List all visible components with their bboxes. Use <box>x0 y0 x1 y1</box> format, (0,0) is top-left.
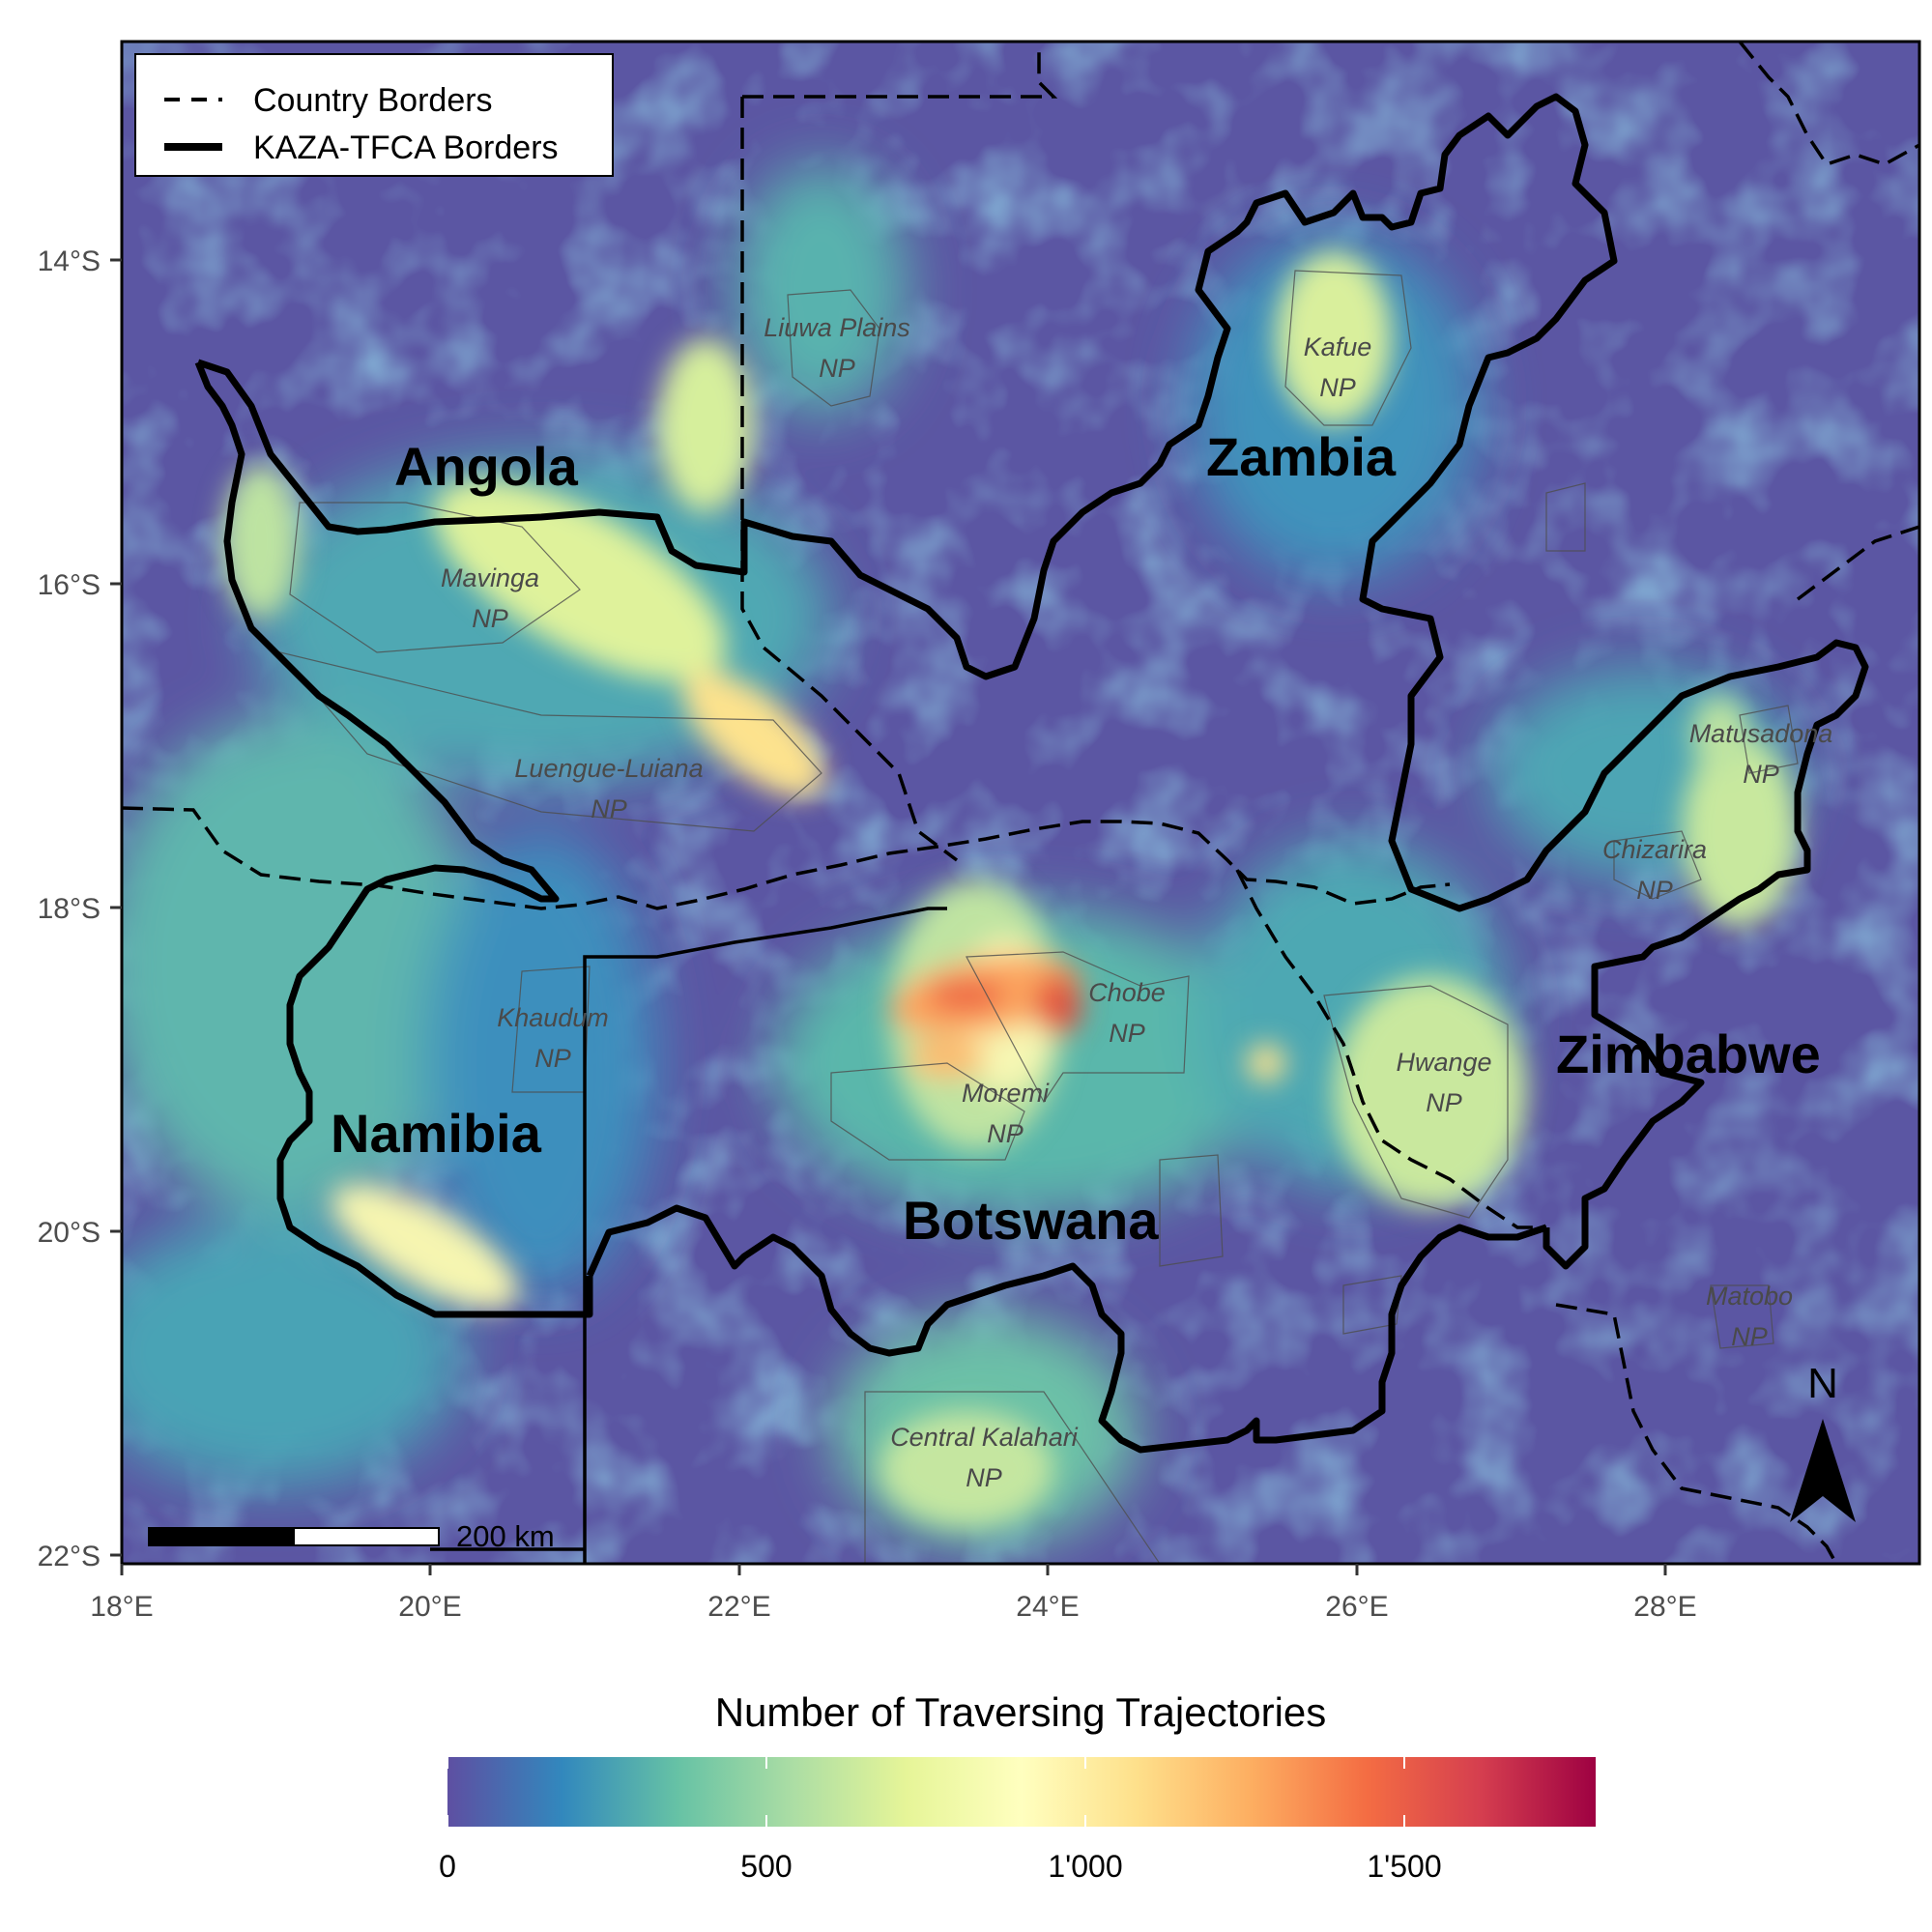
park-label-moremi-line2: NP <box>987 1119 1024 1148</box>
colorbar: Number of Traversing Trajectories 0 500 1'… <box>439 1689 1596 1884</box>
colorbar-tick-label: 1'000 <box>1048 1849 1122 1884</box>
colorbar-ticks: 0 500 1'000 1'500 <box>439 1757 1442 1884</box>
park-label-hwange-line2: NP <box>1426 1088 1462 1117</box>
north-arrow: N <box>1790 1360 1856 1522</box>
park-label-central-kalahari-line2: NP <box>966 1463 1002 1492</box>
y-tick-14s: 14°S <box>38 245 101 277</box>
park-label-liuwa-line2: NP <box>819 354 855 383</box>
colorbar-tick-label: 0 <box>439 1849 456 1884</box>
park-label-khaudum-line1: Khaudum <box>497 1003 609 1032</box>
x-tick-26e: 26°E <box>1325 1591 1388 1623</box>
scale-bar: 200 km <box>148 1519 555 1553</box>
country-borders <box>122 42 1919 1564</box>
park-label-mavinga-line1: Mavinga <box>441 563 539 592</box>
park-label-chizarira-line2: NP <box>1636 876 1673 905</box>
colorbar-bar <box>447 1757 1596 1827</box>
park-label-luengue-line1: Luengue-Luiana <box>514 754 703 783</box>
country-label-botswana: Botswana <box>903 1190 1159 1251</box>
park-label-chobe-line1: Chobe <box>1088 978 1166 1007</box>
country-label-angola: Angola <box>394 436 579 497</box>
y-tick-18s: 18°S <box>38 893 101 925</box>
park-label-chobe-line2: NP <box>1109 1019 1145 1048</box>
park-label-luengue-line2: NP <box>591 794 627 823</box>
park-label-chizarira-line1: Chizarira <box>1602 835 1707 864</box>
park-labels: Liuwa Plains NP Kafue NP Mavinga NP Luengue… <box>441 313 1832 1492</box>
park-label-matobo-line1: Matobo <box>1706 1282 1793 1311</box>
colorbar-tick-label: 500 <box>740 1849 792 1884</box>
y-tick-20s: 20°S <box>38 1217 101 1249</box>
x-tick-24e: 24°E <box>1016 1591 1079 1623</box>
heat-hotspots <box>222 251 1798 1527</box>
park-label-central-kalahari-line1: Central Kalahari <box>890 1423 1079 1452</box>
x-axis-labels: 18°E 20°E 22°E 24°E 26°E 28°E <box>90 1591 1696 1623</box>
scale-bar-black-segment <box>148 1527 295 1546</box>
legend-box <box>134 53 614 177</box>
y-axis-labels: 14°S 16°S 18°S 20°S 22°S <box>38 245 101 1572</box>
north-arrow-icon <box>1790 1419 1856 1522</box>
map-legend: Country Borders KAZA-TFCA Borders <box>134 53 614 177</box>
x-tick-22e: 22°E <box>707 1591 770 1623</box>
park-label-kafue-line1: Kafue <box>1304 332 1372 361</box>
kaza-tfca-border <box>194 93 1869 1454</box>
park-label-matusadona-line1: Matusadona <box>1689 719 1833 748</box>
country-label-namibia: Namibia <box>331 1103 542 1164</box>
x-tick-18e: 18°E <box>90 1591 153 1623</box>
country-label-zimbabwe: Zimbabwe <box>1556 1024 1821 1084</box>
axis-ticks <box>110 258 1667 1575</box>
north-arrow-label: N <box>1807 1360 1838 1407</box>
x-tick-28e: 28°E <box>1633 1591 1696 1623</box>
park-label-mavinga-line2: NP <box>472 604 508 633</box>
y-tick-22s: 22°S <box>38 1541 101 1572</box>
panel-frame <box>120 40 1921 1566</box>
park-label-kafue-line2: NP <box>1319 373 1356 402</box>
scale-bar-label: 200 km <box>456 1519 555 1553</box>
park-label-hwange-line1: Hwange <box>1396 1048 1491 1077</box>
namibia-botswana-border <box>430 907 947 1564</box>
x-tick-20e: 20°E <box>398 1591 461 1623</box>
y-tick-16s: 16°S <box>38 569 101 601</box>
heatmap-panel: Angola Zambia Namibia Botswana Zimbabwe … <box>122 42 1919 1564</box>
park-label-matobo-line2: NP <box>1731 1322 1768 1351</box>
country-label-zambia: Zambia <box>1206 426 1397 487</box>
legend-item-kaza-borders: KAZA-TFCA Borders <box>253 130 559 166</box>
colorbar-title: Number of Traversing Trajectories <box>715 1689 1327 1735</box>
scale-bar-white-segment <box>293 1527 440 1546</box>
park-label-liuwa-line1: Liuwa Plains <box>764 313 910 342</box>
colorbar-tick-label: 1'500 <box>1367 1849 1441 1884</box>
park-label-khaudum-line2: NP <box>534 1044 571 1073</box>
park-label-matusadona-line2: NP <box>1743 760 1779 789</box>
park-label-moremi-line1: Moremi <box>962 1079 1050 1108</box>
park-outlines <box>278 270 1799 1564</box>
legend-item-country-borders: Country Borders <box>253 82 493 119</box>
